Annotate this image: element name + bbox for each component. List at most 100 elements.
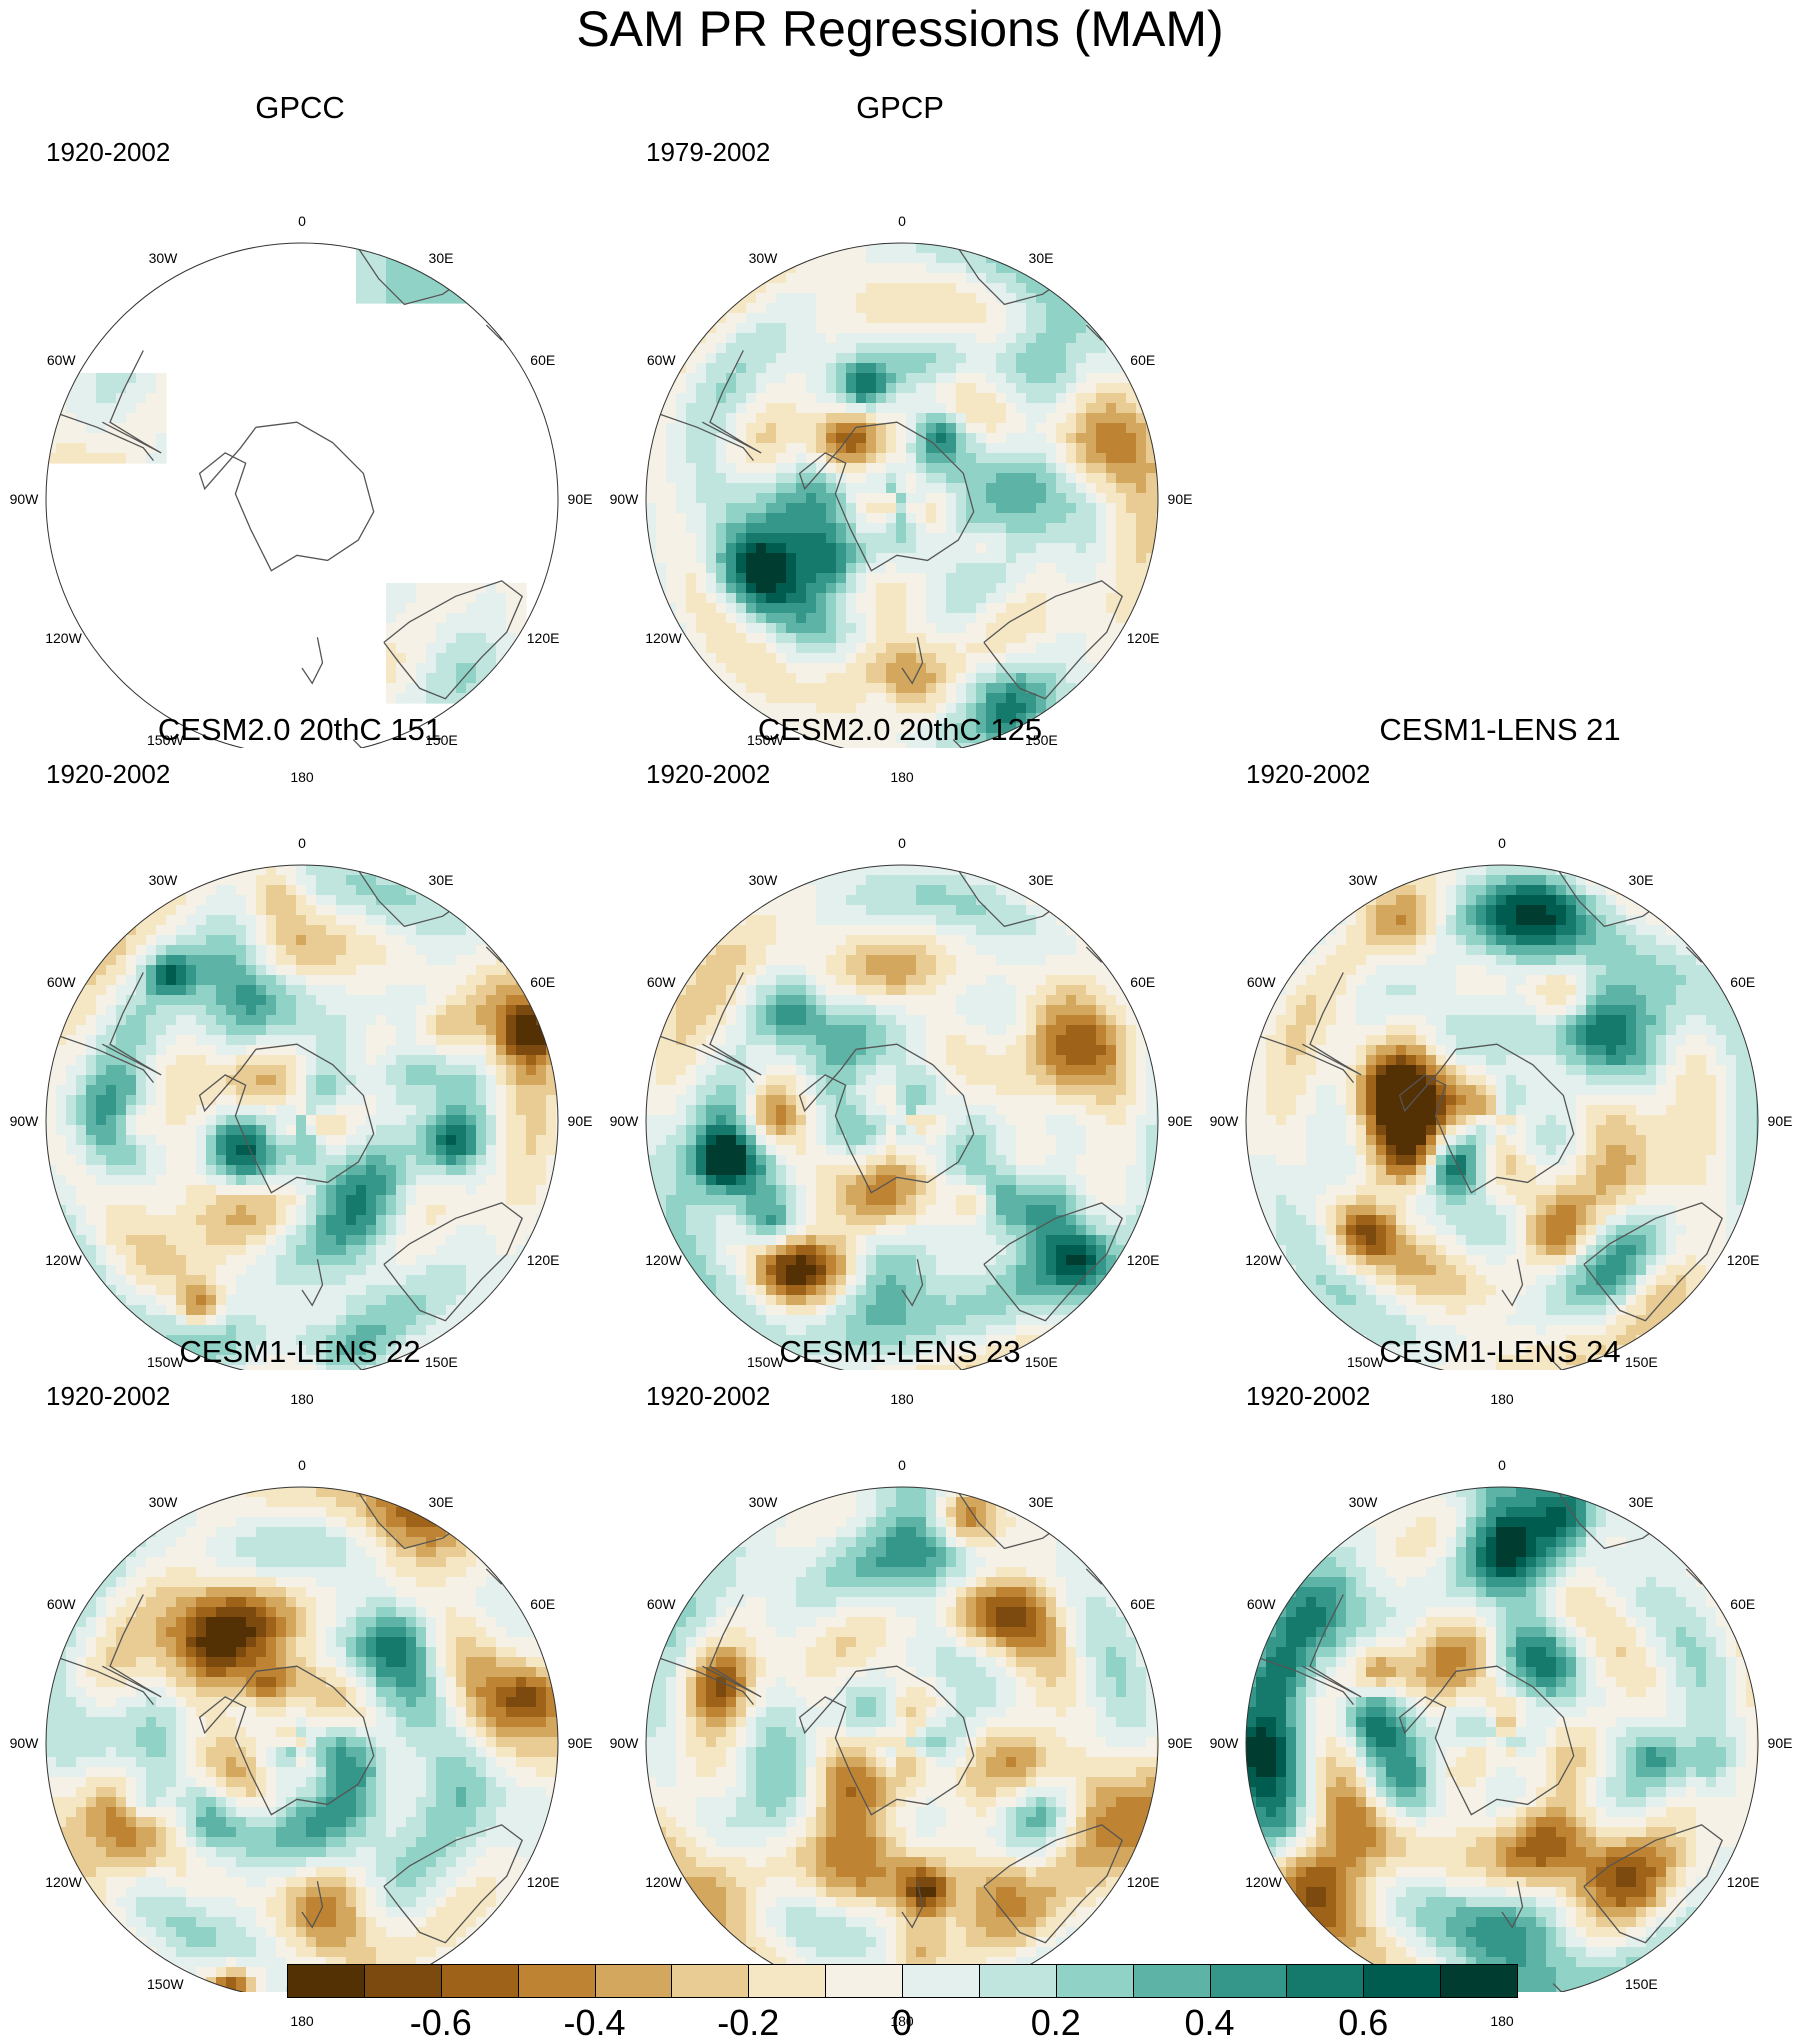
longitude-label: 60W [645, 1596, 677, 1612]
longitude-label: 120W [1245, 1252, 1277, 1268]
longitude-label: 0 [286, 835, 318, 851]
colorbar-tick-label: -0.2 [688, 2003, 808, 2043]
longitude-label: 120W [45, 1874, 77, 1890]
longitude-label: 0 [886, 1457, 918, 1473]
longitude-label: 120E [527, 1874, 559, 1890]
polar-map [0, 710, 600, 1370]
longitude-label: 30W [747, 1494, 779, 1510]
colorbar-swatch [287, 1964, 364, 1998]
longitude-label: 0 [1486, 835, 1518, 851]
longitude-label: 0 [286, 213, 318, 229]
colorbar-swatch [518, 1964, 595, 1998]
longitude-label: 60E [527, 1596, 559, 1612]
longitude-label: 60W [45, 1596, 77, 1612]
longitude-label: 90E [1164, 491, 1196, 507]
longitude-label: 60W [45, 352, 77, 368]
longitude-label: 60E [1127, 1596, 1159, 1612]
longitude-label: 120E [1127, 630, 1159, 646]
colorbar-tick-label: -0.4 [535, 2003, 655, 2043]
longitude-label: 60W [645, 352, 677, 368]
longitude-label: 180 [1486, 2013, 1518, 2029]
colorbar-swatch [825, 1964, 902, 1998]
longitude-label: 30E [1025, 872, 1057, 888]
longitude-label: 30E [1625, 872, 1657, 888]
longitude-label: 30E [1025, 1494, 1057, 1510]
precip-field [46, 865, 567, 1370]
precip-field [646, 865, 1167, 1370]
colorbar-swatch [1210, 1964, 1287, 1998]
precip-field [646, 1487, 1167, 1992]
longitude-label: 60W [1245, 974, 1277, 990]
longitude-label: 90W [8, 491, 40, 507]
longitude-label: 30W [147, 1494, 179, 1510]
precip-field [1246, 1487, 1767, 1992]
colorbar-tick-label: 0.4 [1150, 2003, 1270, 2043]
colorbar-tick-label: -0.6 [381, 2003, 501, 2043]
colorbar [287, 1964, 1517, 2000]
map-panel: CESM1-LENS 221920-2002030E60E90E120E150E… [0, 1332, 600, 1992]
colorbar-swatch [748, 1964, 825, 1998]
longitude-label: 60W [45, 974, 77, 990]
longitude-label: 120E [527, 1252, 559, 1268]
longitude-label: 90W [8, 1735, 40, 1751]
colorbar-tick-label: 0.6 [1303, 2003, 1423, 2043]
longitude-label: 90W [608, 1113, 640, 1129]
longitude-label: 0 [886, 835, 918, 851]
polar-map [600, 710, 1200, 1370]
longitude-label: 90E [1764, 1735, 1796, 1751]
longitude-label: 120E [527, 630, 559, 646]
colorbar-swatch [1133, 1964, 1210, 1998]
longitude-label: 90E [1764, 1113, 1796, 1129]
longitude-label: 60W [645, 974, 677, 990]
colorbar-swatch [1286, 1964, 1363, 1998]
longitude-label: 0 [1486, 1457, 1518, 1473]
longitude-label: 90W [608, 1735, 640, 1751]
longitude-label: 30E [1625, 1494, 1657, 1510]
longitude-label: 60W [1245, 1596, 1277, 1612]
longitude-label: 120W [645, 630, 677, 646]
longitude-label: 30W [147, 872, 179, 888]
longitude-label: 60E [1727, 974, 1759, 990]
longitude-label: 30E [425, 872, 457, 888]
longitude-label: 60E [527, 974, 559, 990]
longitude-label: 90E [1164, 1735, 1196, 1751]
longitude-label: 30W [747, 872, 779, 888]
colorbar-swatch [979, 1964, 1056, 1998]
longitude-label: 90E [1164, 1113, 1196, 1129]
longitude-label: 120E [1727, 1252, 1759, 1268]
colorbar-swatch [441, 1964, 518, 1998]
longitude-label: 120E [1127, 1252, 1159, 1268]
longitude-label: 180 [286, 2013, 318, 2029]
longitude-label: 120W [1245, 1874, 1277, 1890]
longitude-label: 120W [45, 1252, 77, 1268]
longitude-label: 120W [45, 630, 77, 646]
longitude-label: 30W [1347, 1494, 1379, 1510]
longitude-label: 60E [527, 352, 559, 368]
longitude-label: 90W [8, 1113, 40, 1129]
longitude-label: 60E [1127, 352, 1159, 368]
polar-map [0, 1332, 600, 1992]
colorbar-swatch [671, 1964, 748, 1998]
longitude-label: 30W [1347, 872, 1379, 888]
longitude-label: 90W [1208, 1113, 1240, 1129]
colorbar-tick-label: 0 [842, 2003, 962, 2043]
map-panel: CESM1-LENS 231920-2002030E60E90E120E150E… [600, 1332, 1200, 1992]
precip-field [46, 243, 527, 704]
longitude-label: 90E [564, 491, 596, 507]
longitude-label: 120E [1127, 1874, 1159, 1890]
longitude-label: 120E [1727, 1874, 1759, 1890]
colorbar-tick-label: 0.2 [996, 2003, 1116, 2043]
polar-map [1200, 1332, 1800, 1992]
longitude-label: 30W [747, 250, 779, 266]
polar-map [600, 1332, 1200, 1992]
colorbar-swatch [1056, 1964, 1133, 1998]
polar-map [0, 88, 600, 748]
longitude-label: 90W [608, 491, 640, 507]
precip-field [1246, 865, 1767, 1370]
